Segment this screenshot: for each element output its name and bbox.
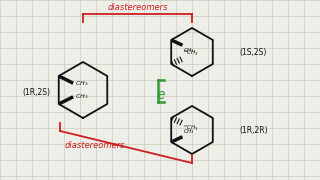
Text: $CH_3$: $CH_3$ [75,92,89,101]
Text: (1R,2R): (1R,2R) [239,125,268,134]
Text: $''' CH_3$: $''' CH_3$ [183,49,199,58]
Text: $CH_3$: $CH_3$ [183,46,196,55]
Text: $CH_3$: $CH_3$ [75,79,89,88]
Text: $'''CH_3$: $'''CH_3$ [183,124,199,133]
Text: diastereomers: diastereomers [107,3,168,12]
Text: diastereomers: diastereomers [65,141,125,150]
Text: e: e [157,88,165,102]
Text: $CH_3$: $CH_3$ [183,127,196,136]
Text: (1S,2S): (1S,2S) [239,48,266,57]
Text: (1R,2S): (1R,2S) [22,87,50,96]
